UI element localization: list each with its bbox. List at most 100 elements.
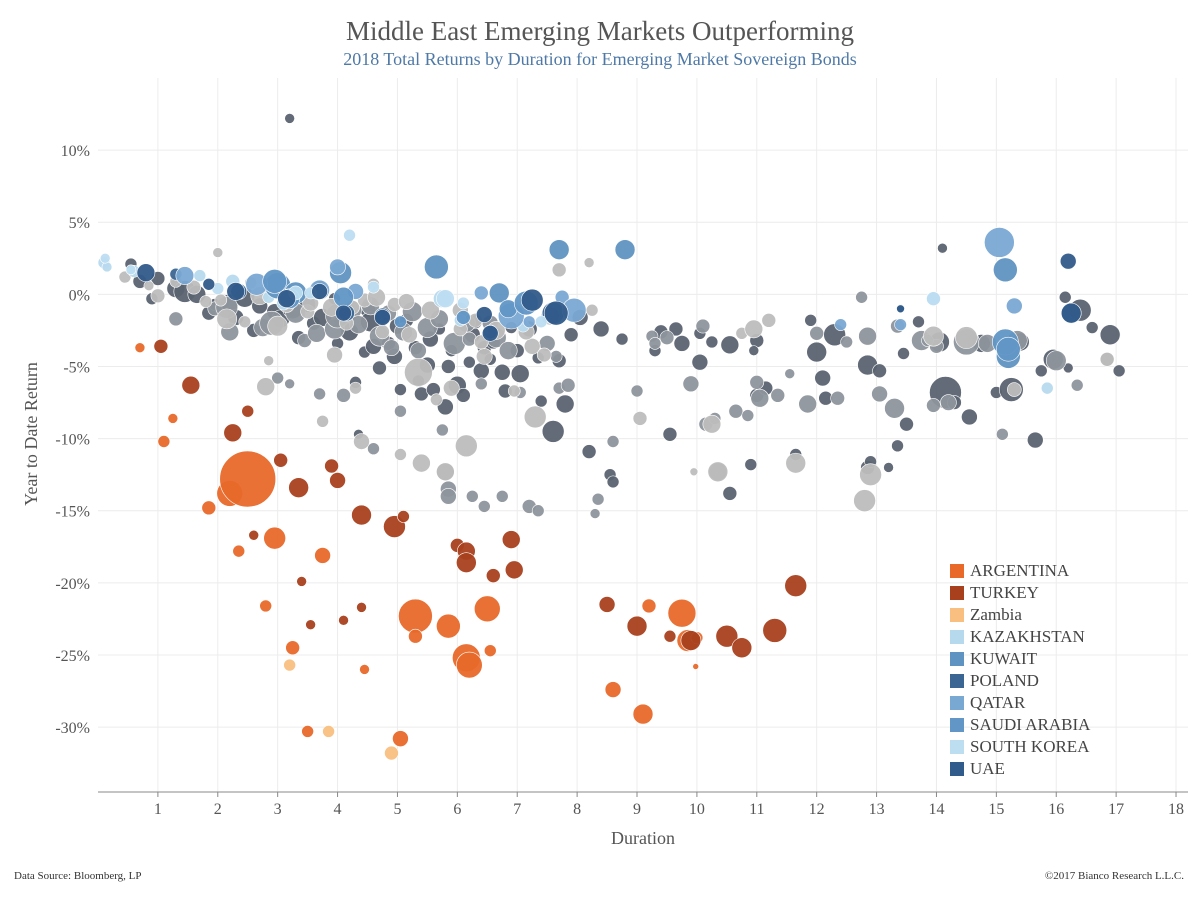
point-other-bond	[463, 355, 476, 369]
point-other-bond	[436, 462, 455, 482]
point-other-bond	[615, 332, 629, 346]
x-tick-label: 15	[988, 801, 1004, 818]
y-tick-label: -20%	[55, 576, 90, 593]
point-other-bond	[741, 409, 755, 422]
point-other-bond	[705, 335, 719, 349]
x-tick-label: 10	[689, 801, 705, 818]
point-other-bond	[216, 308, 238, 330]
point-other-bond	[1070, 378, 1084, 392]
point-other-bond	[682, 375, 700, 393]
point-other-bond	[961, 408, 978, 426]
point-other-bond	[937, 242, 948, 254]
point-other-bond	[855, 290, 868, 304]
point-argentina	[285, 640, 300, 656]
point-uae	[311, 283, 328, 300]
point-other-bond	[883, 462, 894, 473]
y-tick-label: -25%	[55, 648, 90, 665]
point-south-korea	[125, 264, 137, 276]
point-other-bond	[238, 315, 252, 329]
legend-swatch	[950, 564, 964, 578]
point-other-bond	[872, 363, 887, 379]
legend-label: QATAR	[970, 693, 1026, 712]
point-other-bond	[606, 475, 620, 489]
point-other-bond	[689, 467, 699, 477]
point-other-bond	[695, 318, 711, 334]
point-argentina	[359, 664, 370, 675]
point-turkey	[181, 375, 201, 395]
point-other-bond	[440, 488, 457, 505]
point-other-bond	[728, 403, 744, 419]
point-other-bond	[186, 279, 202, 295]
point-argentina	[392, 730, 409, 747]
point-other-bond	[398, 293, 415, 310]
point-other-bond	[466, 490, 479, 503]
point-other-bond	[592, 320, 610, 338]
grid-layer	[98, 78, 1188, 792]
point-other-bond	[884, 398, 905, 419]
point-argentina	[398, 598, 433, 634]
point-other-bond	[199, 295, 213, 308]
point-turkey	[485, 568, 501, 583]
point-other-bond	[410, 342, 427, 359]
x-tick-label: 6	[453, 801, 461, 818]
point-other-bond	[770, 388, 786, 403]
legend-item: UAE	[950, 758, 1090, 780]
point-turkey	[223, 423, 243, 443]
point-other-bond	[536, 347, 552, 363]
point-other-bond	[510, 364, 530, 383]
y-tick-label: 10%	[61, 143, 90, 160]
point-turkey	[397, 510, 410, 523]
point-other-bond	[523, 337, 541, 355]
point-other-bond	[814, 369, 831, 387]
point-other-bond	[1026, 431, 1044, 449]
point-other-bond	[284, 378, 295, 390]
point-south-korea	[367, 280, 380, 294]
point-other-bond	[871, 385, 888, 403]
point-other-bond	[691, 353, 709, 371]
point-other-bond	[784, 368, 796, 379]
point-qatar	[894, 318, 907, 331]
point-other-bond	[307, 324, 326, 343]
point-uae	[896, 304, 905, 314]
point-other-bond	[581, 444, 597, 459]
point-other-bond	[1085, 321, 1099, 334]
point-south-korea	[534, 315, 548, 329]
point-other-bond	[316, 414, 329, 428]
y-tick-label: -30%	[55, 720, 90, 737]
point-other-bond	[891, 439, 904, 453]
copyright-note: ©2017 Bianco Research L.L.C.	[1044, 870, 1184, 882]
point-argentina	[134, 342, 146, 354]
point-turkey	[248, 529, 260, 541]
point-other-bond	[507, 384, 521, 398]
x-tick-label: 12	[809, 801, 825, 818]
point-other-bond	[1007, 382, 1022, 397]
points-layer	[97, 113, 1126, 761]
point-saudi-arabia	[456, 310, 471, 325]
point-other-bond	[673, 335, 691, 352]
point-other-bond	[859, 463, 882, 486]
point-zambia	[283, 658, 296, 672]
legend-swatch	[950, 586, 964, 600]
point-uae	[1060, 302, 1082, 324]
point-other-bond	[591, 492, 605, 506]
point-kuwait	[993, 257, 1018, 283]
point-turkey	[715, 624, 739, 648]
x-tick-label: 16	[1048, 801, 1064, 818]
point-other-bond	[349, 381, 362, 395]
y-tick-label: -10%	[55, 432, 90, 449]
point-other-bond	[367, 442, 380, 456]
point-turkey	[288, 477, 309, 498]
legend-swatch	[950, 762, 964, 776]
point-other-bond	[804, 314, 817, 327]
point-other-bond	[583, 257, 595, 268]
point-other-bond	[375, 324, 390, 340]
point-other-bond	[563, 327, 579, 343]
point-kuwait	[548, 239, 570, 260]
legend-swatch	[950, 674, 964, 688]
point-other-bond	[632, 411, 648, 426]
point-other-bond	[897, 347, 910, 360]
point-other-bond	[336, 388, 351, 403]
point-turkey	[626, 615, 648, 637]
x-tick-label: 5	[393, 801, 401, 818]
point-other-bond	[394, 448, 407, 461]
